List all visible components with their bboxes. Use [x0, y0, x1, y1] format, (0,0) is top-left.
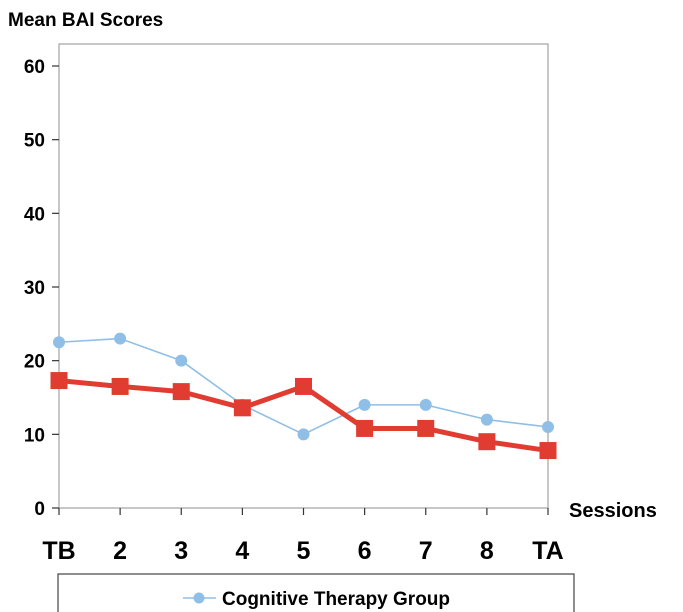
series-1-point	[539, 442, 557, 460]
series-0-point	[114, 332, 127, 345]
y-tick-label: 20	[24, 352, 45, 373]
y-tick-label: 30	[24, 278, 45, 299]
y-tick-label: 40	[24, 204, 45, 225]
series-0-point	[358, 398, 371, 411]
series-0-point	[542, 420, 554, 433]
y-tick-label: 50	[24, 131, 45, 152]
x-tick-label: 2	[113, 537, 127, 565]
x-tick-label: TB	[42, 537, 75, 565]
series-1-point	[233, 399, 251, 417]
x-axis: TB 2 3 4 5 6 7 8 TA	[42, 508, 564, 565]
series-0-point	[480, 413, 493, 426]
series-1-point	[172, 383, 190, 401]
x-tick-label: TA	[532, 537, 563, 565]
legend-box	[57, 573, 575, 612]
x-tick-label: 7	[419, 537, 433, 565]
x-tick-label: 8	[480, 537, 494, 565]
y-tick-label: 10	[24, 425, 45, 446]
series-1-point	[295, 377, 312, 395]
series-0-point	[175, 354, 188, 367]
y-axis-title: Mean BAI Scores	[8, 10, 163, 31]
series-1-point	[417, 419, 435, 437]
legend: Cognitive Therapy Group	[57, 573, 575, 612]
series-markers	[50, 332, 557, 460]
series-1-point	[111, 377, 129, 395]
x-tick-label: 3	[174, 537, 188, 565]
legend-marker-cognitive	[193, 592, 205, 604]
x-tick-label: 5	[297, 537, 311, 565]
x-tick-label: 6	[358, 537, 372, 565]
series-1-point	[356, 419, 374, 437]
series-1-point	[50, 372, 68, 390]
series-0-point	[297, 428, 310, 441]
series-0-point	[53, 336, 65, 349]
series-1-point	[478, 433, 496, 451]
x-tick-label: 4	[235, 537, 249, 565]
y-tick-label: 0	[34, 499, 45, 520]
legend-label-cognitive: Cognitive Therapy Group	[222, 589, 450, 610]
series-0-point	[419, 398, 432, 411]
y-tick-label: 60	[24, 57, 45, 78]
y-axis: 0 10 20 30 40 50 60	[24, 57, 59, 520]
x-axis-title: Sessions	[569, 500, 657, 522]
